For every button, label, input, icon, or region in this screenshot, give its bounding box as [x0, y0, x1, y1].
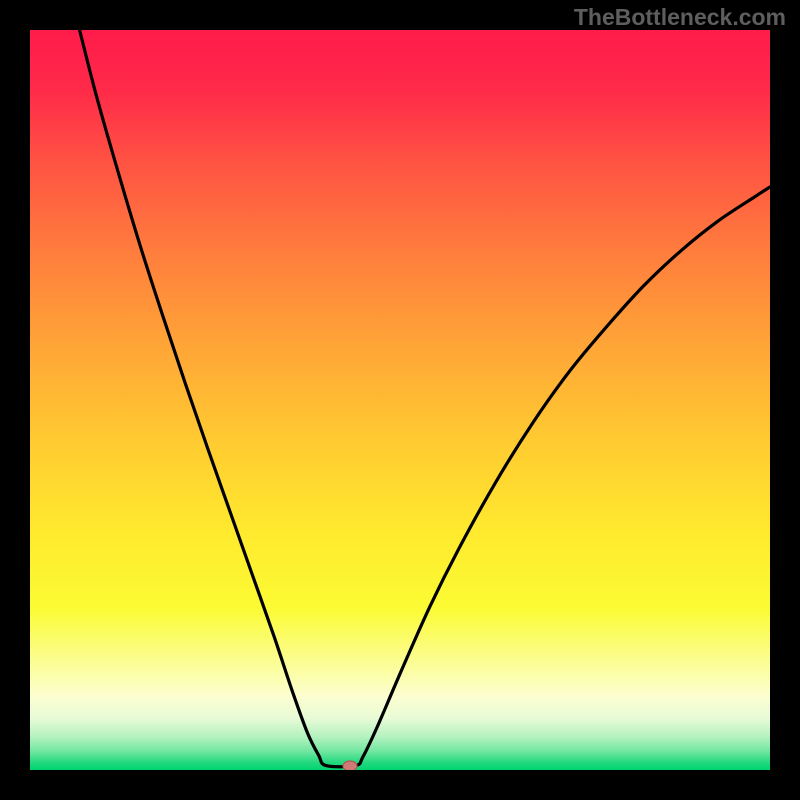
watermark-text: TheBottleneck.com	[574, 4, 786, 31]
optimal-point-marker	[342, 760, 357, 770]
curve-path	[80, 30, 770, 767]
bottleneck-curve	[30, 30, 770, 770]
chart-frame: TheBottleneck.com	[0, 0, 800, 800]
plot-area	[30, 30, 770, 770]
